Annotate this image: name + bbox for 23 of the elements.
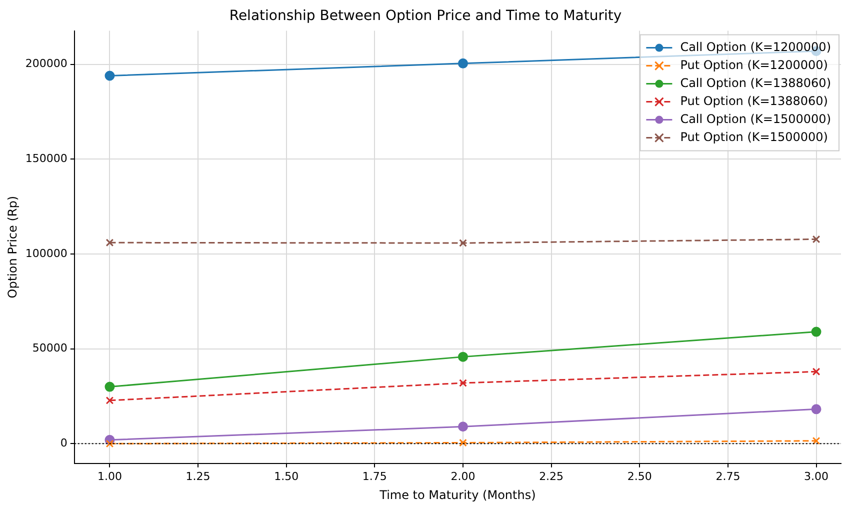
legend-label: Call Option (K=1200000) <box>680 40 832 54</box>
x-tick-label: 2.25 <box>539 470 564 483</box>
y-tick-label: 150000 <box>25 152 68 166</box>
x-tick-label: 1.25 <box>186 470 210 483</box>
y-tick-label: 100000 <box>25 246 68 260</box>
y-tick-label: 50000 <box>32 342 68 355</box>
x-tick-label: 2.50 <box>627 470 652 483</box>
x-axis-title: Time to Maturity (Months) <box>378 488 536 502</box>
legend-label: Call Option (K=1388060) <box>680 76 832 90</box>
y-tick-label: 200000 <box>25 57 68 70</box>
x-tick-label: 3.00 <box>804 470 829 483</box>
y-tick-label: 0 <box>60 436 68 450</box>
x-tick-label: 1.75 <box>362 470 387 483</box>
legend-label: Put Option (K=1388060) <box>680 94 828 108</box>
x-tick-label: 2.00 <box>450 470 476 483</box>
legend-label: Put Option (K=1500000) <box>680 130 828 144</box>
x-tick-label: 1.00 <box>97 470 122 483</box>
x-tick-label: 2.75 <box>716 470 740 483</box>
x-tick-label: 1.50 <box>274 470 299 483</box>
legend-label: Call Option (K=1500000) <box>680 112 832 126</box>
legend-label: Put Option (K=1200000) <box>680 58 828 72</box>
chart-title: Relationship Between Option Price and Time to Maturity <box>229 8 622 24</box>
y-axis-title: Option Price (Rp) <box>5 196 20 298</box>
